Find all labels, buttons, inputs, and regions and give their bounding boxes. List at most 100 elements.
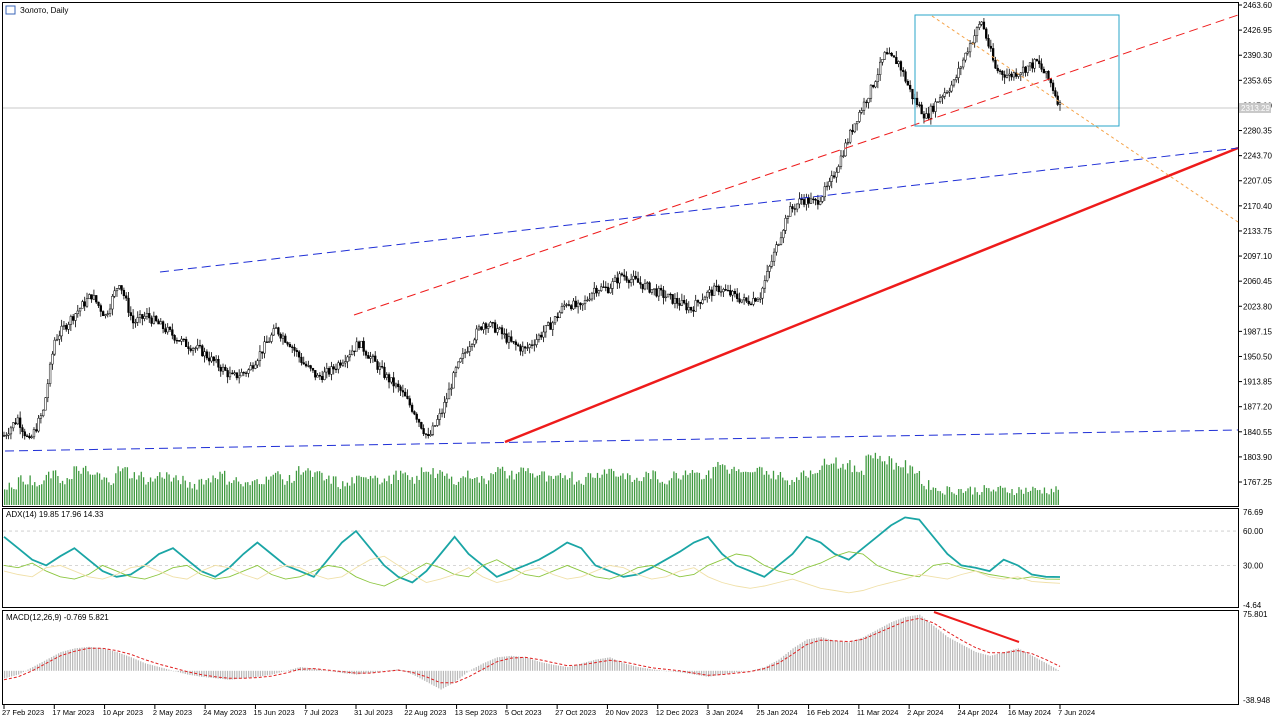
macd-hist-bar <box>276 670 278 674</box>
descending-orange-line[interactable] <box>931 15 1239 223</box>
macd-hist-bar <box>81 647 83 671</box>
lower-blue-channel-line[interactable] <box>4 429 1239 452</box>
volume-bar <box>536 475 538 505</box>
macd-hist-bar <box>994 654 996 671</box>
candle <box>872 84 875 89</box>
macd-divergence-line[interactable] <box>933 611 1020 643</box>
candle <box>546 321 550 327</box>
macd-hist-bar <box>67 650 69 671</box>
candle <box>32 427 36 440</box>
volume-bar <box>654 471 657 505</box>
candle <box>641 283 644 293</box>
macd-hist-bar <box>285 670 287 672</box>
candle <box>540 331 543 340</box>
macd-hist-bar <box>74 648 76 671</box>
macd-hist-bar <box>560 665 562 671</box>
volume-bar <box>948 487 951 505</box>
candle <box>648 281 651 294</box>
candle <box>1049 78 1052 88</box>
candle <box>108 303 112 317</box>
candle <box>828 177 831 190</box>
candle <box>775 241 778 256</box>
volume-bar <box>161 477 163 505</box>
macd-hist-bar <box>520 656 522 671</box>
candle <box>823 182 826 202</box>
candle <box>491 321 494 329</box>
time-tick-label: 13 Sep 2023 <box>455 708 498 717</box>
support-trendline[interactable] <box>504 146 1239 444</box>
macd-hist-bar <box>576 664 578 671</box>
candle <box>985 27 988 41</box>
candle <box>959 65 963 76</box>
macd-hist-bar <box>6 670 8 678</box>
range-box[interactable] <box>914 14 1120 127</box>
macd-hist-bar <box>766 665 768 671</box>
volume-bar <box>73 466 75 505</box>
volume-bar <box>131 478 133 505</box>
drawing-objects[interactable] <box>4 14 1239 452</box>
macd-hist-bar <box>855 639 858 671</box>
macd-hist-bar <box>252 670 254 678</box>
candle <box>134 318 137 328</box>
candle <box>710 286 713 302</box>
candle <box>1026 65 1029 77</box>
volume-bar <box>332 476 335 505</box>
volume-bar <box>657 479 659 505</box>
macd-hist-bar <box>386 670 388 672</box>
candle <box>125 292 128 302</box>
macd-hist-bar <box>468 670 470 672</box>
candle <box>339 359 342 368</box>
resistance-trendline-dashed[interactable] <box>353 14 1239 316</box>
macd-hist-bar <box>508 656 510 671</box>
adx-axis-label: 60.00 <box>1243 527 1264 536</box>
candle <box>938 94 942 104</box>
volume-bar <box>888 456 890 505</box>
candle <box>463 348 467 359</box>
candle <box>733 288 737 298</box>
candle <box>404 388 407 397</box>
macd-hist-bar <box>686 670 689 674</box>
candle <box>948 87 951 97</box>
macd-hist-bar <box>874 630 876 671</box>
candle <box>609 283 612 294</box>
macd-hist-bar <box>22 670 24 673</box>
candle <box>639 276 642 289</box>
volume-bar <box>237 481 240 505</box>
volume-bar <box>775 479 777 505</box>
volume-bar <box>703 478 705 505</box>
volume-bar <box>147 481 149 505</box>
macd-hist-bar <box>562 666 564 671</box>
candle <box>480 326 483 331</box>
candle <box>625 271 628 283</box>
candle <box>717 284 720 296</box>
macd-hist-bar <box>1050 666 1052 671</box>
candle <box>482 321 485 334</box>
time-tick-label: 24 Apr 2024 <box>957 708 997 717</box>
candle <box>244 371 248 377</box>
volume-bar <box>522 467 525 505</box>
candle <box>445 392 448 408</box>
candle <box>198 339 202 349</box>
macd-hist-bar <box>104 648 107 671</box>
candle <box>991 43 995 63</box>
volume-bar <box>133 472 135 505</box>
volume-bar <box>254 480 256 505</box>
candle <box>1033 58 1036 73</box>
volume-bar <box>261 484 263 505</box>
macd-hist-bar <box>546 663 548 671</box>
volume-bar <box>43 480 45 505</box>
candle <box>932 103 935 114</box>
macd-hist-bar <box>346 670 348 674</box>
volume-bar <box>75 466 78 505</box>
macd-axis: 75.801 -38.948 <box>1243 610 1271 705</box>
macd-hist-bar <box>445 670 447 688</box>
macd-hist-bar <box>306 667 308 671</box>
upper-blue-channel-line[interactable] <box>159 147 1239 273</box>
candle <box>567 300 571 307</box>
volume-bar <box>918 470 921 505</box>
macd-hist-bar <box>808 638 811 671</box>
macd-hist-bar <box>405 670 407 672</box>
volume-bar <box>281 479 284 505</box>
volume-bar <box>247 482 249 505</box>
